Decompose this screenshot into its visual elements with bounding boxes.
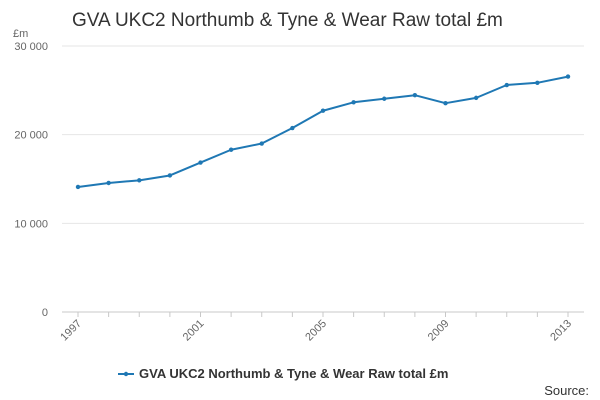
- data-point: [228, 147, 234, 152]
- y-tick-label: 20 000: [14, 130, 48, 142]
- x-tick-label: 2013: [548, 318, 574, 344]
- y-axis-ticks: 0 10 000 20 000 30 000: [14, 41, 48, 319]
- data-point: [565, 74, 571, 79]
- series-layer: [75, 74, 571, 190]
- y-tick-label: 30 000: [14, 41, 48, 53]
- source-label: Source:: [544, 383, 589, 398]
- x-axis: 1997 2001 2005 2009 2013: [58, 312, 574, 343]
- data-point: [382, 96, 387, 101]
- legend-label: GVA UKC2 Northumb & Tyne & Wear Raw tota…: [139, 366, 448, 381]
- y-tick-label: 0: [42, 307, 48, 319]
- y-axis-unit-label: £m: [13, 28, 28, 40]
- y-tick-label: 10 000: [14, 218, 48, 230]
- data-point: [259, 141, 264, 146]
- x-tick-label: 2009: [426, 318, 452, 344]
- data-point: [198, 160, 203, 165]
- legend-marker: [123, 371, 129, 377]
- data-point: [75, 184, 81, 190]
- data-point: [137, 178, 142, 183]
- x-tick-label: 1997: [58, 318, 84, 344]
- data-point: [320, 108, 326, 113]
- data-point: [167, 173, 173, 178]
- x-tick-label: 2005: [303, 318, 329, 344]
- data-point: [504, 82, 509, 88]
- data-point: [443, 100, 448, 106]
- data-point: [106, 180, 111, 186]
- data-point: [351, 100, 356, 105]
- chart-title: GVA UKC2 Northumb & Tyne & Wear Raw tota…: [72, 10, 503, 31]
- x-tick-label: 2001: [181, 318, 207, 344]
- data-point: [412, 93, 418, 98]
- data-point: [473, 95, 479, 101]
- legend[interactable]: GVA UKC2 Northumb & Tyne & Wear Raw tota…: [118, 366, 448, 381]
- data-point: [535, 80, 540, 85]
- series-line: [77, 75, 569, 188]
- data-point: [290, 125, 295, 131]
